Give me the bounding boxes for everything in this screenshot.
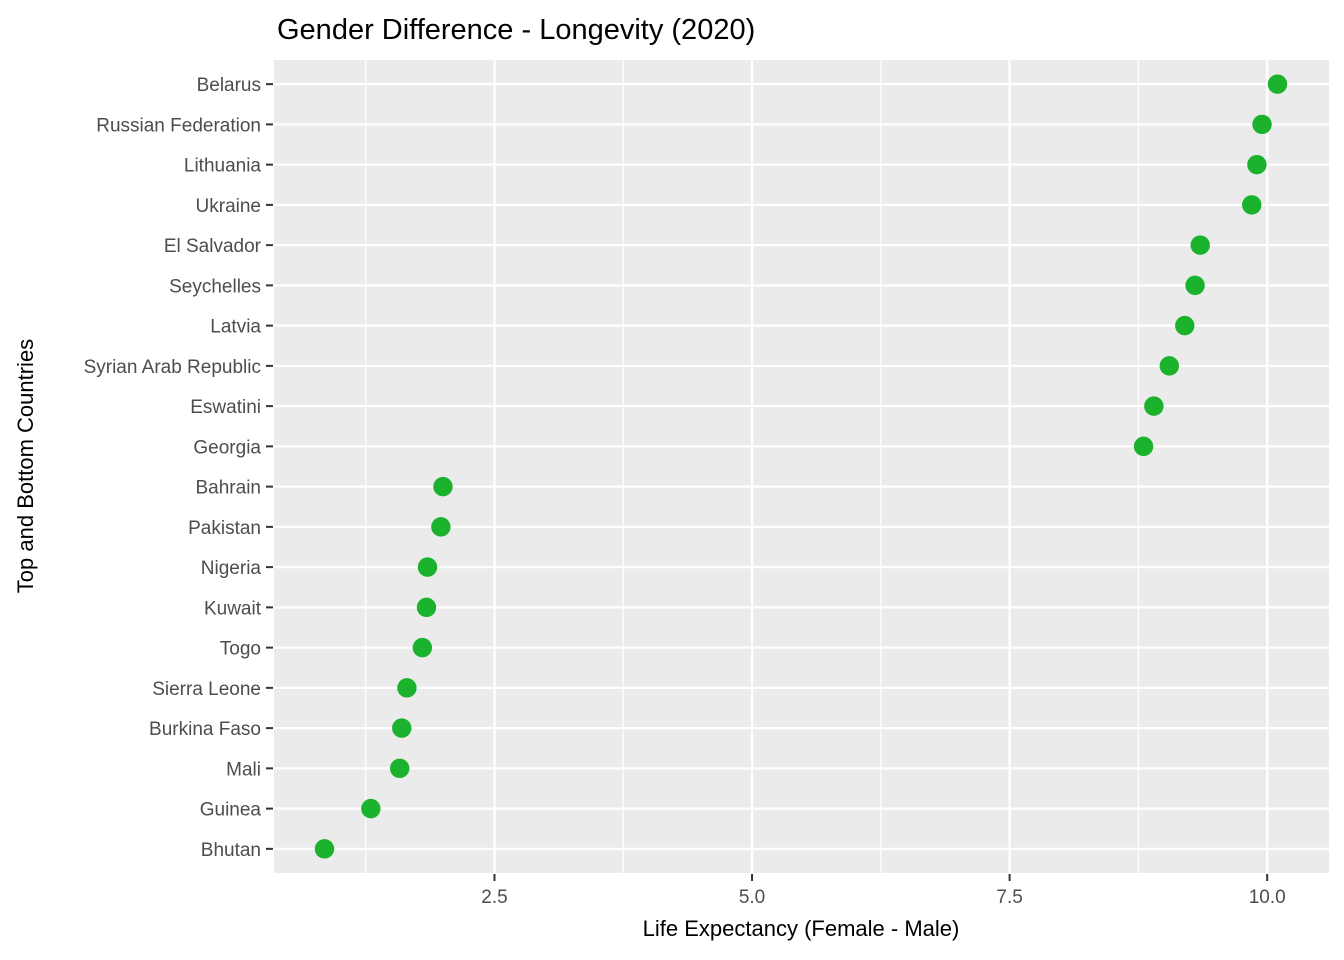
x-tick-label: 5.0 bbox=[739, 887, 765, 908]
data-point bbox=[412, 637, 433, 658]
data-point bbox=[392, 718, 412, 738]
data-point bbox=[314, 839, 335, 859]
data-point bbox=[416, 597, 437, 618]
y-tick-label: Bahrain bbox=[196, 478, 262, 499]
y-tick-label: Bhutan bbox=[201, 840, 261, 861]
x-tick-label: 10.0 bbox=[1249, 887, 1286, 908]
data-point bbox=[1252, 114, 1272, 135]
data-point bbox=[431, 517, 451, 537]
chart-title: Gender Difference - Longevity (2020) bbox=[277, 14, 755, 46]
data-point bbox=[1133, 436, 1154, 457]
panel-background bbox=[274, 60, 1329, 873]
data-point bbox=[1185, 275, 1205, 296]
y-tick-label: Nigeria bbox=[201, 558, 262, 579]
y-tick-label: Eswatini bbox=[190, 397, 261, 418]
y-tick-label: Pakistan bbox=[188, 518, 261, 539]
data-point bbox=[361, 798, 381, 819]
data-point bbox=[1144, 396, 1164, 416]
x-tick-label: 7.5 bbox=[996, 887, 1022, 908]
y-tick-label: Syrian Arab Republic bbox=[84, 357, 261, 378]
data-point bbox=[433, 476, 453, 497]
y-tick-label: Mali bbox=[226, 759, 261, 780]
y-tick-label: Ukraine bbox=[196, 196, 261, 217]
data-point bbox=[1159, 356, 1180, 376]
y-tick-label: Kuwait bbox=[204, 598, 262, 619]
x-tick-label: 2.5 bbox=[481, 887, 507, 908]
y-tick-label: Georgia bbox=[193, 437, 261, 458]
y-tick-label: Latvia bbox=[210, 317, 261, 338]
y-tick-label: Russian Federation bbox=[96, 115, 261, 136]
x-axis-title: Life Expectancy (Female - Male) bbox=[643, 916, 960, 941]
y-tick-label: Guinea bbox=[200, 800, 262, 821]
y-tick-label: Togo bbox=[220, 639, 261, 660]
data-point bbox=[389, 758, 410, 779]
data-point bbox=[1267, 74, 1288, 94]
y-tick-label: Burkina Faso bbox=[149, 719, 261, 740]
y-tick-label: Seychelles bbox=[169, 276, 261, 297]
plot-panel: Belarus Russian Federation Lithuania Ukrain… bbox=[84, 60, 1329, 908]
y-tick-label: Sierra Leone bbox=[152, 679, 261, 700]
data-point bbox=[1242, 195, 1262, 215]
y-tick-label: Lithuania bbox=[184, 156, 262, 177]
y-axis-title: Top and Bottom Countries bbox=[13, 339, 38, 593]
data-point bbox=[397, 678, 417, 698]
data-point bbox=[1247, 154, 1267, 175]
y-tick-label: El Salvador bbox=[164, 236, 262, 257]
data-point bbox=[1190, 235, 1210, 255]
data-point bbox=[1175, 315, 1195, 336]
y-tick-label: Belarus bbox=[197, 75, 261, 96]
data-point bbox=[417, 557, 438, 577]
